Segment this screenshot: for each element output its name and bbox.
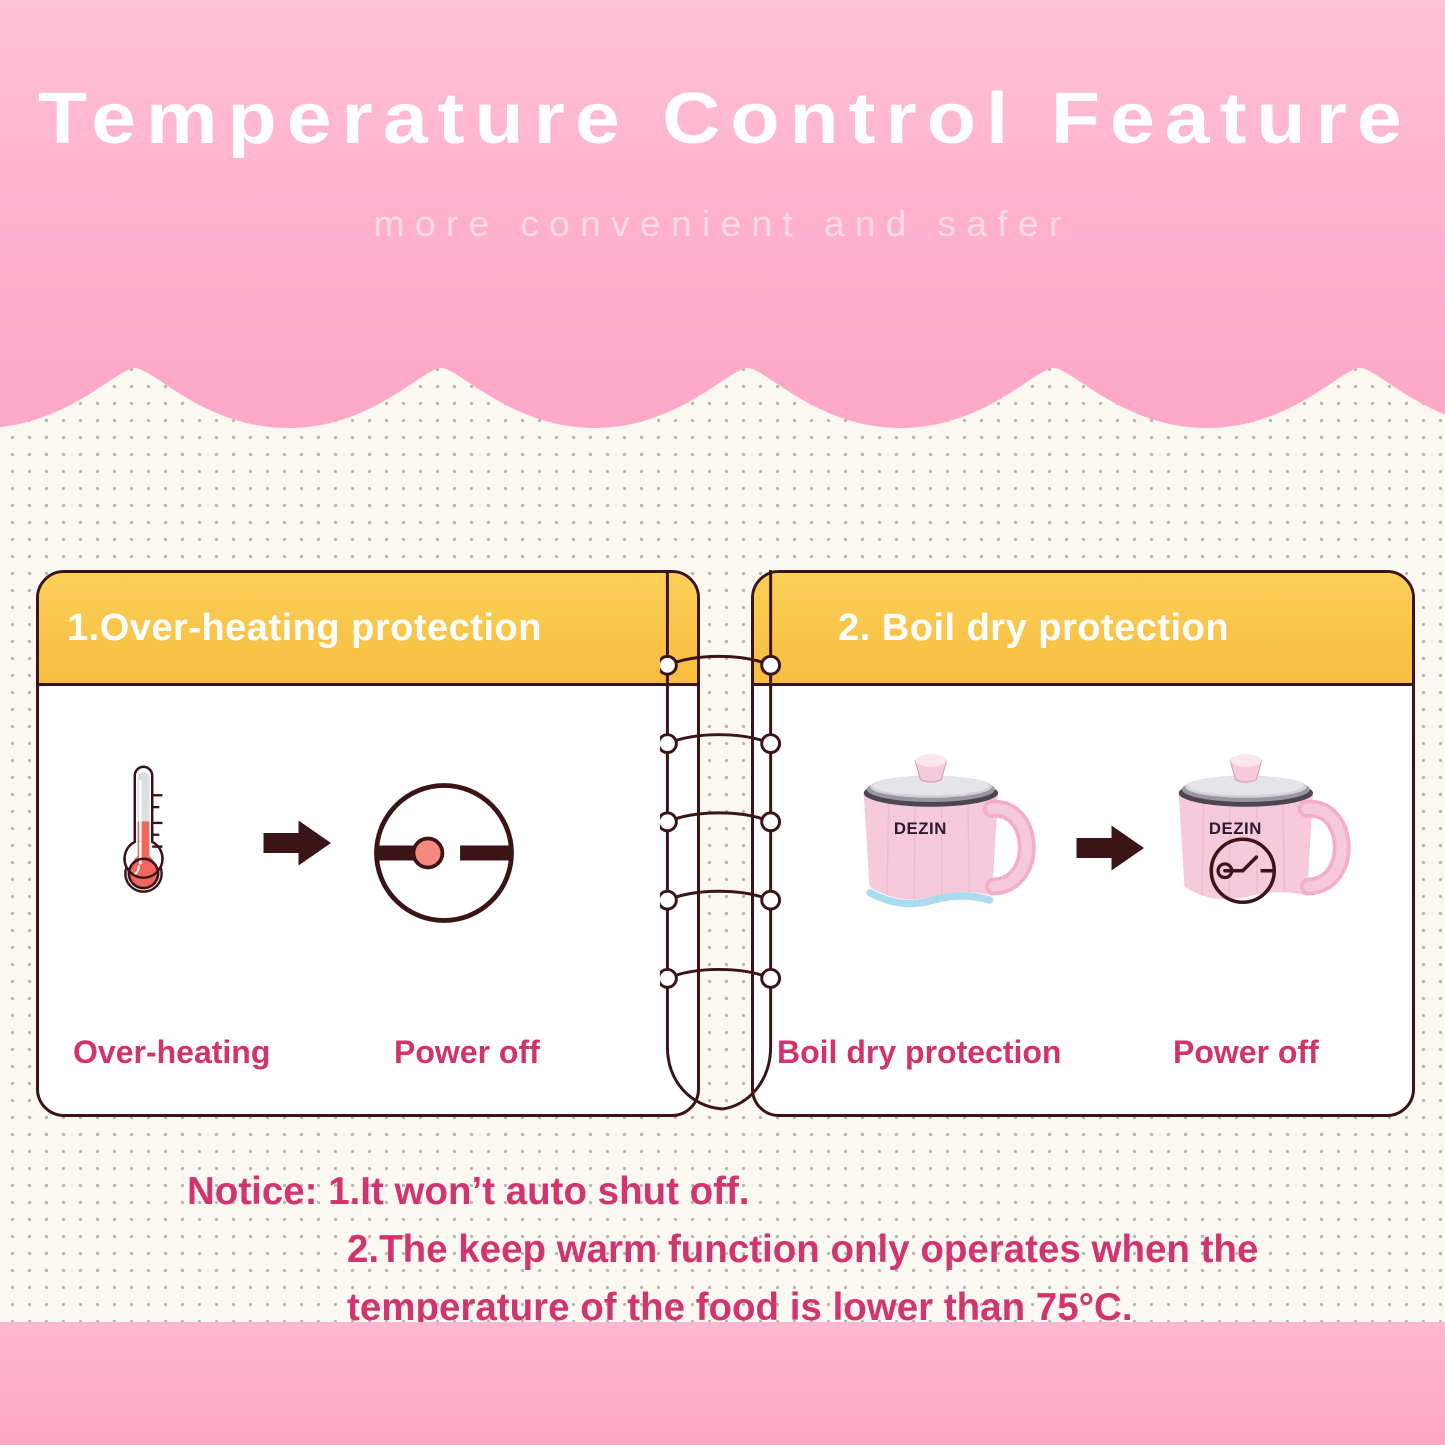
svg-text:DEZIN: DEZIN [894, 819, 947, 838]
svg-text:DEZIN: DEZIN [1209, 819, 1262, 838]
